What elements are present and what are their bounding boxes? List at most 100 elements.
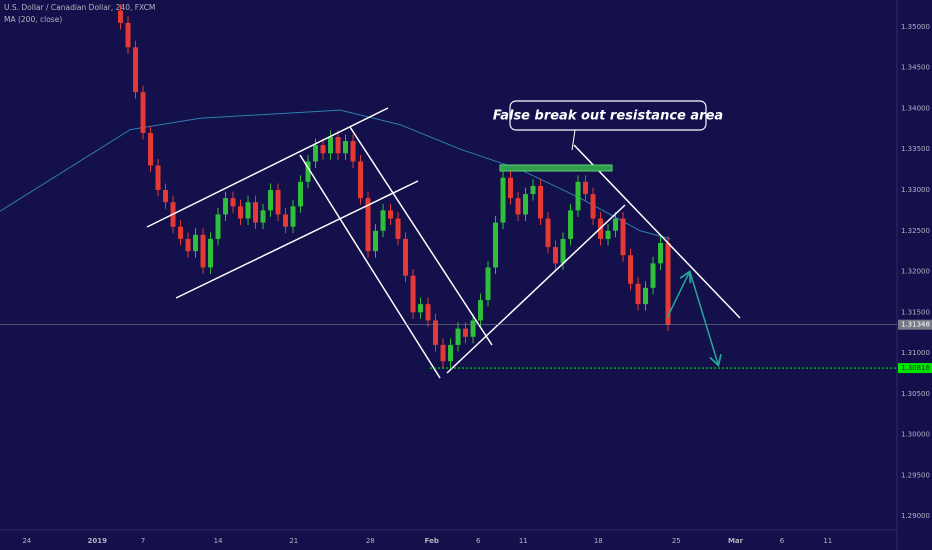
- y-tick-label: 1.31000: [901, 349, 930, 357]
- candle-body: [403, 238, 409, 276]
- candle-body: [620, 218, 626, 256]
- candle-body: [275, 189, 281, 215]
- candle-body: [628, 255, 634, 284]
- callout-box: [509, 100, 707, 131]
- candle-body: [223, 198, 229, 215]
- candle-body: [508, 177, 514, 199]
- annotation: False break out resistance area: [493, 109, 723, 124]
- candle-body: [478, 300, 484, 321]
- y-tick-label: 1.32500: [901, 227, 930, 235]
- candle-body: [553, 247, 559, 264]
- candle-body: [658, 242, 664, 264]
- candle-body: [245, 202, 251, 219]
- drawings: [146, 107, 741, 379]
- candle-body: [425, 304, 431, 321]
- candle-body: [643, 287, 649, 305]
- moving-average: [0, 109, 671, 240]
- callout-pointer: [571, 129, 576, 151]
- candle-body: [613, 218, 619, 231]
- candle-body: [313, 145, 319, 162]
- candle-body: [185, 238, 191, 252]
- x-tick-label: 21: [289, 537, 298, 545]
- y-tick-label: 1.29000: [901, 512, 930, 520]
- candle-body: [665, 242, 671, 325]
- chart-title: U.S. Dollar / Canadian Dollar, 240, FXCM: [4, 3, 155, 12]
- candle-body: [148, 132, 154, 166]
- candle-body: [193, 234, 199, 252]
- candle-body: [530, 185, 536, 195]
- y-tick-label: 1.33000: [901, 186, 930, 194]
- x-tick-label: 25: [672, 537, 681, 545]
- candle-body: [125, 22, 131, 48]
- x-tick-label: 6: [476, 537, 481, 545]
- y-tick-label: 1.31500: [901, 308, 930, 316]
- trendline: [349, 126, 493, 346]
- candle-body: [500, 177, 506, 223]
- candle-body: [523, 194, 529, 215]
- y-tick-label: 1.30000: [901, 431, 930, 439]
- candle-body: [343, 141, 349, 154]
- price-label-box: [898, 319, 932, 330]
- candle-body: [568, 210, 574, 239]
- candle-body: [515, 198, 521, 215]
- x-tick-label: 18: [594, 537, 603, 545]
- y-tick-label: 1.30500: [901, 390, 930, 398]
- y-tick-label: 1.33500: [901, 145, 930, 153]
- candle-body: [373, 230, 379, 252]
- arrow: [666, 273, 689, 319]
- candle-body: [395, 218, 401, 239]
- trendline: [175, 180, 419, 299]
- candle-body: [290, 206, 296, 227]
- candle-body: [470, 320, 476, 337]
- candle-body: [455, 328, 461, 345]
- candle-body: [208, 238, 214, 268]
- candle-body: [215, 214, 221, 239]
- candle-body: [583, 181, 589, 195]
- trendline: [299, 154, 441, 379]
- price-label: 1.30816: [901, 364, 930, 372]
- candle-body: [635, 283, 641, 305]
- candle-body: [440, 344, 446, 362]
- resistance-zone: [499, 164, 613, 172]
- x-tick-label: Mar: [728, 537, 744, 545]
- candle-body: [238, 206, 244, 219]
- candle-body: [485, 267, 491, 301]
- candle-body: [328, 136, 334, 154]
- x-tick-label: 11: [519, 537, 528, 545]
- x-tick-label: 24: [22, 537, 31, 545]
- candle-body: [358, 161, 364, 199]
- candle-body: [448, 344, 454, 362]
- y-tick-label: 1.32000: [901, 268, 930, 276]
- candle-body: [575, 181, 581, 211]
- trendline: [446, 204, 626, 374]
- candle-body: [380, 210, 386, 231]
- candle-body: [410, 275, 416, 313]
- candle-body: [178, 226, 184, 239]
- candle-body: [320, 145, 326, 154]
- candle-body: [418, 304, 424, 313]
- candle-body: [163, 189, 169, 203]
- price-label-box: [898, 363, 932, 374]
- x-tick-label: 11: [823, 537, 832, 545]
- price-label: 1.31348: [901, 321, 930, 329]
- candle-body: [538, 185, 544, 219]
- candle-body: [260, 210, 266, 223]
- candle-body: [133, 47, 139, 93]
- x-tick-label: 7: [141, 537, 145, 545]
- x-tick-label: 14: [214, 537, 223, 545]
- candle-body: [433, 320, 439, 345]
- x-tick-label: Feb: [425, 537, 439, 545]
- candle-body: [298, 181, 304, 207]
- candle-body: [493, 222, 499, 268]
- candle-body: [253, 202, 259, 223]
- candle-body: [605, 230, 611, 239]
- candle-body: [200, 234, 206, 268]
- candle-body: [118, 10, 124, 23]
- candle-body: [545, 218, 551, 248]
- candle-body: [365, 198, 371, 252]
- candle-body: [230, 198, 236, 207]
- candle-body: [140, 92, 146, 133]
